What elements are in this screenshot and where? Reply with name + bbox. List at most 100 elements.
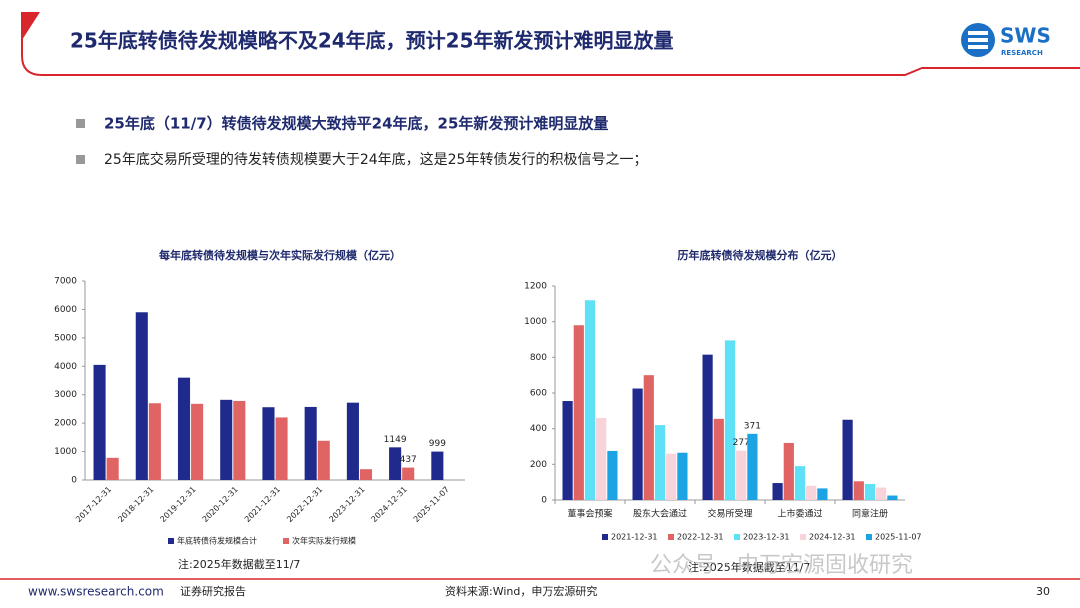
bar <box>191 403 204 480</box>
legend-label: 次年实际发行规模 <box>292 536 356 546</box>
bar <box>713 418 724 500</box>
bar <box>666 453 677 500</box>
bar <box>106 457 119 480</box>
chart-title: 每年底转债待发规模与次年实际发行规模（亿元） <box>159 248 401 262</box>
x-tick-label: 2017-12-31 <box>74 485 113 524</box>
bullet-marker <box>76 119 85 128</box>
y-tick-label: 2000 <box>54 419 77 429</box>
logo-text: SWS <box>1000 24 1051 48</box>
bar <box>724 340 736 500</box>
y-tick-label: 1200 <box>524 282 547 292</box>
bar <box>573 325 584 500</box>
y-tick-label: 6000 <box>54 305 77 315</box>
bar <box>702 354 713 500</box>
value-label: 1149 <box>384 435 407 445</box>
y-tick-label: 4000 <box>54 362 77 372</box>
value-label: 371 <box>744 421 761 431</box>
bar <box>220 399 233 480</box>
logo-stripe <box>968 38 988 42</box>
logo-stripe <box>968 31 988 35</box>
legend-swatch <box>283 538 289 544</box>
legend-label: 2021-12-31 <box>611 533 658 542</box>
bar <box>596 417 607 500</box>
logo-subtext: RESEARCH <box>1001 49 1043 57</box>
y-tick-label: 1000 <box>524 317 547 327</box>
bar <box>389 447 402 480</box>
x-tick-label: 上市委通过 <box>777 508 822 520</box>
bar <box>806 485 817 500</box>
y-tick-label: 3000 <box>54 390 77 400</box>
bar <box>346 402 359 480</box>
bar <box>632 388 643 500</box>
y-tick-label: 600 <box>530 389 547 399</box>
value-label: 277 <box>733 438 750 448</box>
x-tick-label: 2025-11-07 <box>412 485 451 524</box>
header-accent <box>22 12 40 40</box>
footer-label: 证券研究报告 <box>180 584 246 598</box>
bar <box>677 452 688 500</box>
bar <box>275 417 288 480</box>
x-tick-label: 同意注册 <box>852 508 888 520</box>
page-number: 30 <box>1036 585 1050 598</box>
chart-note: 注:2025年数据截至11/7 <box>688 560 810 574</box>
bar <box>431 451 444 480</box>
x-tick-label: 2019-12-31 <box>158 485 197 524</box>
bar <box>607 450 618 500</box>
bullet-text: 25年底交易所受理的待发转债规模要大于24年底，这是25年转债发行的积极信号之一… <box>104 151 647 168</box>
x-tick-label: 董事会预案 <box>567 508 612 520</box>
value-label: 437 <box>400 455 417 465</box>
legend-swatch <box>602 534 608 540</box>
legend-swatch <box>668 534 674 540</box>
y-tick-label: 0 <box>541 496 547 506</box>
x-tick-label: 2022-12-31 <box>285 485 324 524</box>
bar <box>148 403 161 480</box>
legend-label: 2025-11-07 <box>875 533 922 542</box>
y-tick-label: 5000 <box>54 333 77 343</box>
bar <box>317 440 330 480</box>
y-tick-label: 1000 <box>54 447 77 457</box>
bar <box>359 469 373 480</box>
legend-label: 2023-12-31 <box>743 533 790 542</box>
bar <box>876 487 887 500</box>
legend-swatch <box>866 534 872 540</box>
legend-swatch <box>168 538 174 544</box>
bar <box>842 419 853 500</box>
y-tick-label: 200 <box>530 460 547 470</box>
legend-label: 2022-12-31 <box>677 533 724 542</box>
y-tick-label: 400 <box>530 424 547 434</box>
x-tick-label: 2018-12-31 <box>116 485 155 524</box>
x-tick-label: 2024-12-31 <box>370 485 409 524</box>
bar <box>177 377 191 480</box>
bar <box>402 467 415 480</box>
legend-swatch <box>800 534 806 540</box>
bar <box>233 400 246 480</box>
logo-stripe <box>968 45 988 49</box>
x-tick-label: 2021-12-31 <box>243 485 282 524</box>
chart-title: 历年底转债待发规模分布（亿元） <box>678 248 843 262</box>
bar <box>93 364 106 480</box>
legend-label: 年底转债待发规模合计 <box>177 536 257 546</box>
watermark: 公众号 · 中万宏源固收研究 <box>650 553 913 578</box>
bullet-marker <box>76 155 85 164</box>
x-tick-label: 股东大会通过 <box>633 508 687 520</box>
bar <box>817 488 828 500</box>
bar <box>887 495 898 500</box>
bar <box>643 375 654 500</box>
value-label: 999 <box>429 439 446 449</box>
bar <box>772 483 783 500</box>
legend-swatch <box>734 534 740 540</box>
bar <box>562 401 573 500</box>
y-tick-label: 7000 <box>54 277 77 287</box>
bar <box>584 300 596 500</box>
bar <box>736 450 747 500</box>
x-tick-label: 2020-12-31 <box>201 485 240 524</box>
bar <box>783 442 794 500</box>
bar <box>262 407 275 480</box>
chart-note: 注:2025年数据截至11/7 <box>178 557 300 571</box>
legend-label: 2024-12-31 <box>809 533 856 542</box>
bar <box>864 483 876 500</box>
slide-title: 25年底转债待发规模略不及24年底，预计25年新发预计难明显放量 <box>70 29 674 53</box>
bar <box>135 312 148 480</box>
footer-source: 资料来源:Wind，申万宏源研究 <box>445 584 597 598</box>
